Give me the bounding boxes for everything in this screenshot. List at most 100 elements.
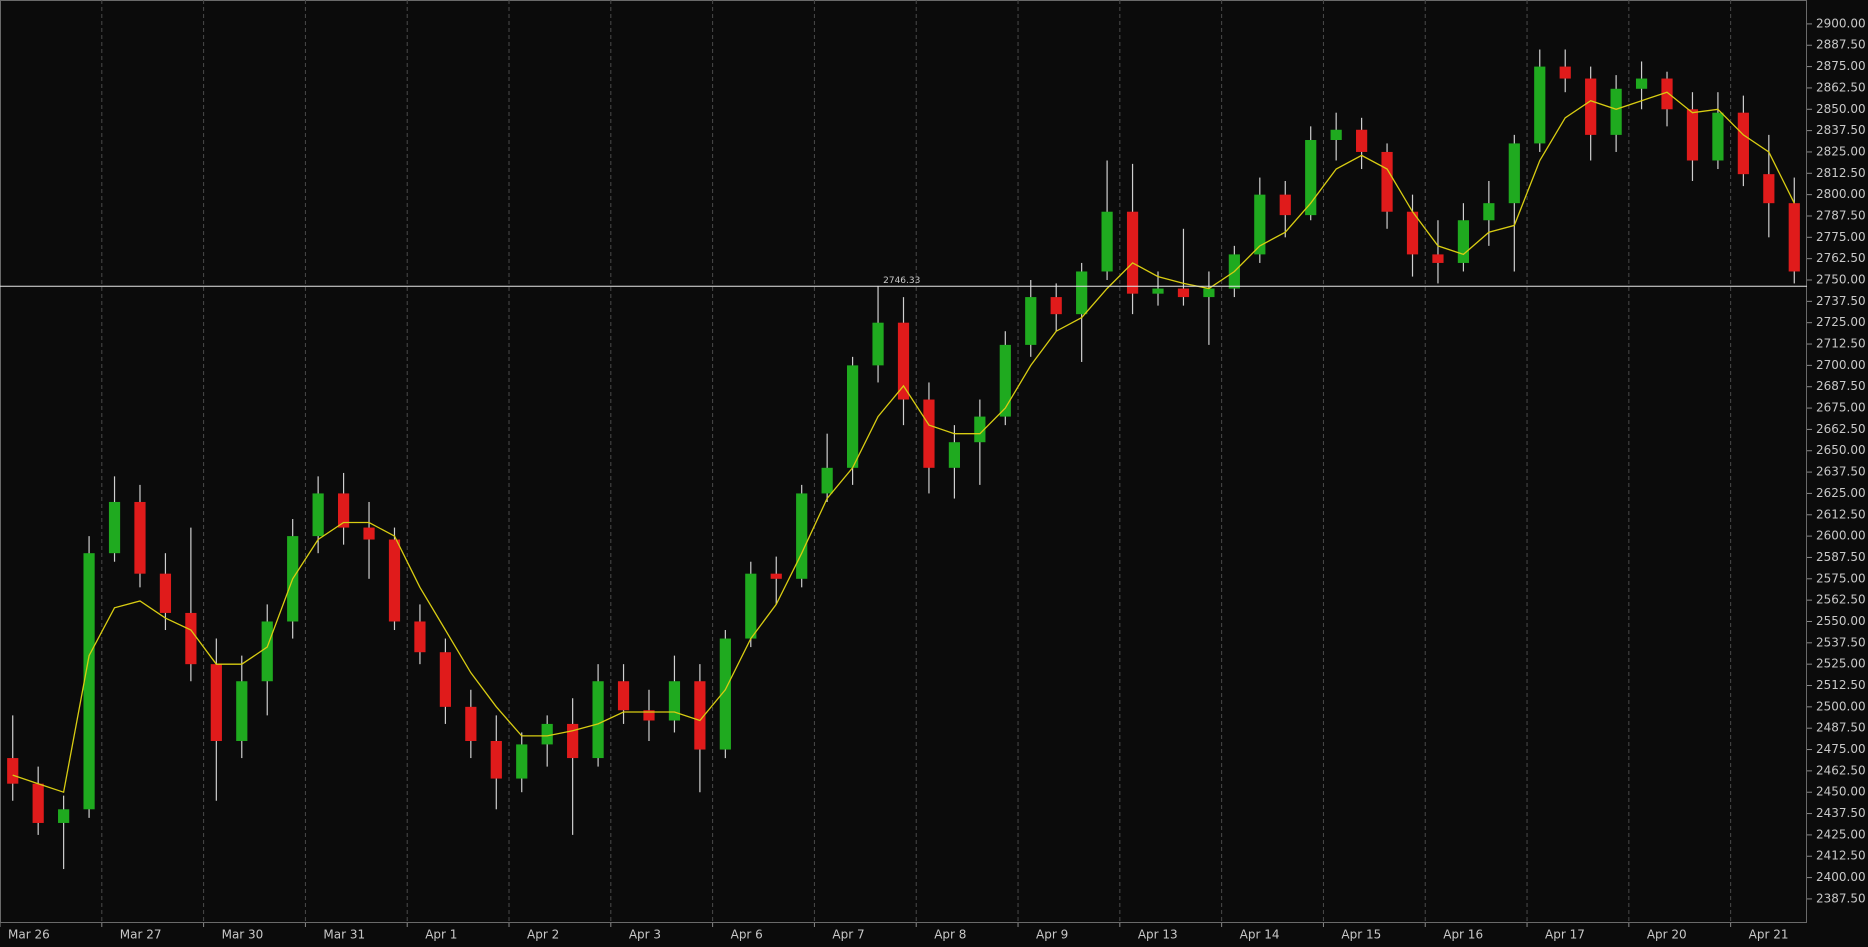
candle-body	[439, 652, 451, 707]
candle-body	[668, 681, 681, 721]
candle-body	[414, 621, 426, 653]
y-tick-label: 2387.50	[1816, 891, 1866, 905]
candle-body	[821, 467, 833, 494]
x-tick-label: Apr 14	[1240, 928, 1280, 942]
candle-body	[83, 553, 95, 810]
candle-body	[592, 681, 604, 759]
x-tick-label: Apr 21	[1749, 928, 1789, 942]
y-tick-label: 2450.00	[1816, 785, 1866, 799]
y-tick-label: 2500.00	[1816, 699, 1866, 713]
y-tick-label: 2487.50	[1816, 721, 1866, 735]
y-tick-label: 2562.50	[1816, 593, 1866, 607]
candle-body	[1763, 174, 1775, 204]
y-tick-label: 2662.50	[1816, 422, 1866, 436]
candle-body	[1585, 78, 1597, 135]
candle-body	[1101, 211, 1113, 272]
y-tick-label: 2462.50	[1816, 763, 1866, 777]
x-tick-label: Apr 7	[832, 928, 864, 942]
moving-average-line	[12, 91, 1795, 794]
candle-body	[1712, 112, 1724, 161]
candle-body	[465, 706, 477, 741]
candle-body	[185, 612, 197, 665]
candle-body	[1025, 297, 1037, 345]
candle-body	[1610, 88, 1622, 135]
candle-body	[1305, 140, 1317, 216]
y-tick-label: 2587.50	[1816, 550, 1866, 564]
x-tick-label: Mar 27	[120, 928, 162, 942]
candle-body	[159, 573, 172, 613]
candle-body	[1788, 203, 1800, 272]
candle-body	[1203, 288, 1215, 298]
y-tick-label: 2800.00	[1816, 187, 1866, 201]
y-tick-label: 2700.00	[1816, 358, 1866, 372]
y-tick-label: 2750.00	[1816, 273, 1866, 287]
candle-body	[974, 416, 986, 443]
y-tick-label: 2475.00	[1816, 742, 1866, 756]
candle-body	[923, 399, 935, 468]
x-tick-label: Apr 16	[1443, 928, 1483, 942]
candle-body	[261, 621, 273, 682]
y-tick-label: 2625.00	[1816, 486, 1866, 500]
candle-body	[643, 710, 655, 721]
candle-body	[1279, 194, 1291, 216]
y-tick-label: 2550.00	[1816, 614, 1866, 628]
x-tick-label: Apr 20	[1647, 928, 1687, 942]
candle-body	[210, 664, 222, 741]
y-tick-label: 2850.00	[1816, 102, 1866, 116]
candle-body	[516, 744, 528, 779]
candle-body	[1126, 211, 1139, 294]
candle-body	[7, 758, 19, 784]
candle-body	[1686, 109, 1699, 161]
x-tick-label: Apr 3	[629, 928, 661, 942]
y-tick-label: 2537.50	[1816, 635, 1866, 649]
y-tick-label: 2600.00	[1816, 529, 1866, 543]
candle-body	[1508, 143, 1520, 204]
candle-body	[1356, 129, 1368, 152]
y-tick-label: 2437.50	[1816, 806, 1866, 820]
candle-body	[872, 322, 884, 366]
y-tick-label: 2400.00	[1816, 870, 1866, 884]
candle-body	[770, 573, 782, 579]
candle-body	[948, 442, 961, 468]
y-tick-label: 2612.50	[1816, 507, 1866, 521]
x-tick-label: Apr 2	[527, 928, 559, 942]
y-tick-label: 2762.50	[1816, 251, 1866, 265]
y-tick-label: 2712.50	[1816, 337, 1866, 351]
candle-body	[541, 723, 553, 745]
candle-body	[134, 501, 146, 574]
x-tick-label: Mar 30	[222, 928, 264, 942]
y-tick-label: 2862.50	[1816, 80, 1866, 94]
candle-body	[745, 573, 757, 639]
x-tick-label: Apr 13	[1138, 928, 1178, 942]
candle-body	[32, 783, 44, 823]
candle-body	[1177, 288, 1190, 298]
candle-body	[1457, 220, 1470, 263]
candle-body	[999, 344, 1011, 417]
candle-body	[337, 493, 350, 528]
y-tick-label: 2887.50	[1816, 38, 1866, 52]
candle-body	[897, 322, 910, 400]
y-tick-label: 2675.00	[1816, 401, 1866, 415]
y-tick-label: 2812.50	[1816, 166, 1866, 180]
x-tick-label: Apr 6	[731, 928, 763, 942]
x-tick-label: Mar 31	[323, 928, 365, 942]
y-tick-label: 2775.00	[1816, 230, 1866, 244]
candle-body	[1076, 271, 1088, 315]
candle-body	[1381, 151, 1393, 212]
candle-body	[846, 365, 859, 468]
candle-body	[1050, 297, 1062, 315]
candle-body	[388, 539, 401, 622]
x-tick-label: Apr 15	[1341, 928, 1381, 942]
candle-body	[363, 527, 375, 540]
candle-body	[567, 723, 579, 759]
x-tick-label: Apr 17	[1545, 928, 1585, 942]
candle-body	[1330, 129, 1342, 141]
price-line-label: 2746.33	[883, 276, 920, 286]
y-tick-label: 2575.00	[1816, 571, 1866, 585]
candle-body	[1635, 78, 1648, 89]
candle-body	[108, 501, 121, 554]
y-tick-label: 2512.50	[1816, 678, 1866, 692]
y-tick-label: 2737.50	[1816, 294, 1866, 308]
